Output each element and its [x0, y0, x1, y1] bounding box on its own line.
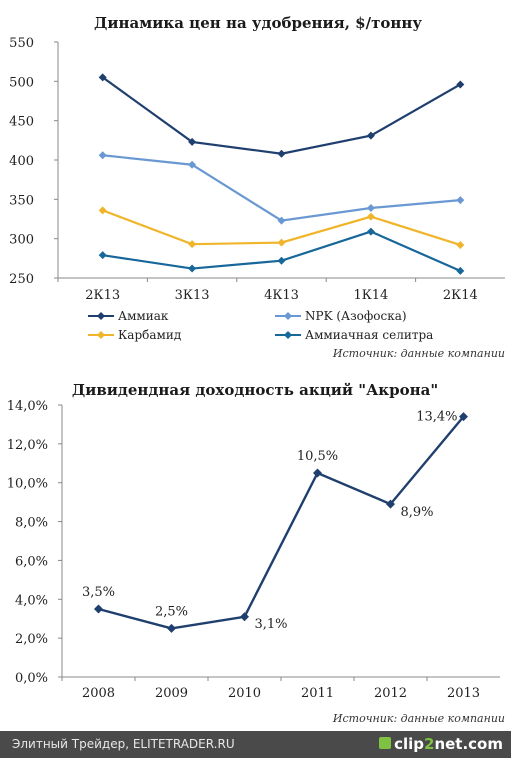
chart1-data-point [98, 251, 107, 260]
chart2-x-ticks: 2008 2009 2010 2011 2012 2013 [61, 677, 480, 701]
chart1-data-point [366, 212, 375, 221]
chart2-y-tick-label: 6,0% [15, 554, 48, 569]
chart1-data-point [277, 216, 286, 225]
chart2-data-labels: 3,5% 2,5% 3,1% 10,5% 8,9% 13,4% [82, 410, 458, 632]
chart1-data-point [188, 240, 197, 249]
chart2-y-tick-label: 4,0% [15, 593, 48, 608]
chart2-data-point [240, 612, 249, 622]
chart1-x-ticks: 2К13 3К13 4К13 1К14 2К14 [57, 278, 478, 303]
chart1-data-point [277, 149, 286, 158]
chart1-data-point [98, 151, 107, 160]
chart1-legend-label: Аммиачная селитра [305, 328, 433, 342]
chart1-legend-label: Аммиак [118, 309, 169, 323]
chart1-source: Источник: данные компании [332, 347, 505, 360]
chart1-data-point [366, 227, 375, 236]
chart2-x-tick-label: 2008 [82, 686, 115, 701]
chart2-data-label: 2,5% [155, 604, 188, 619]
chart1-y-tick-label: 350 [9, 193, 34, 208]
chart1-data-point [456, 196, 465, 205]
chart2-x-tick-label: 2009 [155, 686, 188, 701]
logo-accent: 2 [424, 735, 435, 753]
chart1-legend-marker [284, 312, 292, 320]
chart1-legend-marker [284, 331, 292, 339]
chart2-y-tick-label: 2,0% [15, 632, 48, 647]
chart1-title: Динамика цен на удобрения, $/тонну [94, 14, 422, 32]
chart2-x-tick-label: 2013 [447, 686, 480, 701]
chart1-data-point [98, 206, 107, 215]
chart1-data-point [456, 240, 465, 249]
chart2-data-point [386, 499, 395, 509]
chart2-y-ticks: 14,0% 12,0% 10,0% 8,0% 6,0% 4,0% 2,0% 0,0% [7, 399, 62, 686]
chart1-data-point [366, 203, 375, 212]
chart2-data-label: 3,5% [82, 585, 115, 600]
chart1-x-tick-label: 3К13 [175, 288, 210, 303]
chart1-legend-label: NPK (Азофоска) [305, 309, 407, 323]
chart1-legend-marker [97, 331, 105, 339]
chart2-y-tick-label: 14,0% [7, 399, 48, 414]
clip2net-logo[interactable]: clip2net.com [394, 735, 503, 753]
chart2-data-point [459, 412, 468, 422]
chart1-legend-marker [97, 312, 105, 320]
chart1-data-point [188, 137, 197, 146]
chart1-data-point [277, 238, 286, 247]
chart2-data-point [94, 604, 103, 614]
chart1-data-point [188, 160, 197, 169]
chart1-y-tick-label: 250 [9, 272, 34, 287]
chart1-series-line [102, 154, 461, 222]
chart1-series [98, 73, 465, 275]
chart1-y-tick-label: 300 [9, 233, 34, 248]
chart2-series [94, 412, 468, 633]
chart1-x-tick-label: 2К14 [443, 288, 478, 303]
chart2-series-line [98, 415, 465, 630]
clip2net-logo-icon [379, 737, 391, 749]
chart2-y-tick-label: 0,0% [15, 671, 48, 686]
chart2-axes [61, 405, 500, 678]
chart1-y-tick-label: 400 [9, 154, 34, 169]
chart1-x-tick-label: 2К13 [85, 288, 120, 303]
chart2-x-tick-label: 2012 [374, 686, 407, 701]
chart1-legend-label: Карбамид [118, 328, 181, 342]
chart1-y-tick-label: 450 [9, 115, 34, 130]
chart1-data-point [366, 131, 375, 140]
chart1-series-line [102, 230, 461, 272]
chart1-y-tick-label: 500 [9, 75, 34, 90]
chart1-data-point [188, 264, 197, 273]
logo-left: clip [394, 735, 424, 753]
chart2-data-label: 13,4% [416, 410, 457, 425]
chart2-data-label: 8,9% [401, 505, 434, 520]
chart1-series-line [102, 76, 461, 155]
chart2-title: Дивидендная доходность акций "Акрона" [72, 381, 438, 399]
chart2-y-tick-label: 12,0% [7, 438, 48, 453]
chart2-x-tick-label: 2010 [228, 686, 261, 701]
chart2-data-label: 10,5% [297, 449, 338, 464]
chart2-data-point [167, 623, 176, 633]
chart1-x-tick-label: 4К13 [264, 288, 299, 303]
logo-right: net.com [434, 735, 503, 753]
chart2-x-tick-label: 2011 [301, 686, 334, 701]
chart2-data-point [313, 468, 322, 478]
chart2-y-tick-label: 8,0% [15, 516, 48, 531]
chart1-data-point [98, 73, 107, 82]
chart1-y-tick-label: 550 [9, 36, 34, 51]
chart2-y-tick-label: 10,0% [7, 477, 48, 492]
chart1-y-ticks: 550 500 450 400 350 300 250 [9, 36, 58, 287]
chart1-data-point [456, 80, 465, 89]
footer-bar: Элитный Трейдер, ELITETRADER.RU clip2net… [0, 731, 511, 758]
chart2-data-label: 3,1% [255, 617, 288, 632]
chart1-data-point [456, 266, 465, 275]
chart1-x-tick-label: 1К14 [353, 288, 388, 303]
chart2-source: Источник: данные компании [332, 712, 505, 725]
chart1-legend: Аммиак NPK (Азофоска) Карбамид Аммиачная се… [88, 309, 433, 342]
footer-text: Элитный Трейдер, ELITETRADER.RU [12, 737, 235, 751]
chart1-data-point [277, 256, 286, 265]
